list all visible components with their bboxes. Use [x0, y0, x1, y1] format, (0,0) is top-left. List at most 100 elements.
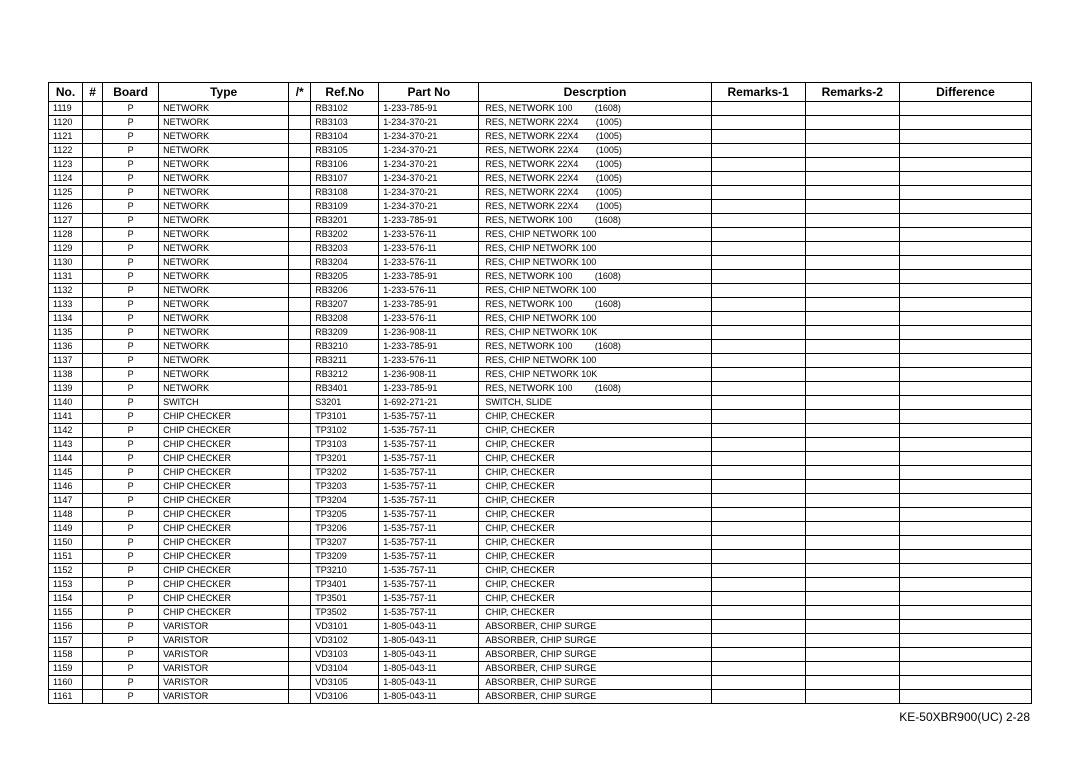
table-cell: SWITCH [159, 396, 289, 410]
table-cell [83, 396, 103, 410]
table-cell [805, 354, 899, 368]
table-cell [83, 144, 103, 158]
table-cell [805, 186, 899, 200]
table-cell [83, 452, 103, 466]
table-row: 1150PCHIP CHECKERTP32071-535-757-11CHIP,… [49, 536, 1032, 550]
table-cell: 1144 [49, 452, 83, 466]
table-cell: P [103, 214, 159, 228]
table-cell: P [103, 620, 159, 634]
table-cell: ABSORBER, CHIP SURGE [479, 690, 711, 704]
table-cell [899, 522, 1031, 536]
table-cell: CHIP, CHECKER [479, 564, 711, 578]
table-cell: RES, NETWORK 100 (1608) [479, 298, 711, 312]
table-cell: 1-233-576-11 [379, 354, 479, 368]
table-row: 1141PCHIP CHECKERTP31011-535-757-11CHIP,… [49, 410, 1032, 424]
table-cell [289, 522, 311, 536]
table-cell: P [103, 662, 159, 676]
table-cell [899, 130, 1031, 144]
table-cell [289, 410, 311, 424]
table-cell: CHIP, CHECKER [479, 410, 711, 424]
table-cell [289, 354, 311, 368]
table-cell: VD3105 [311, 676, 379, 690]
table-cell [289, 228, 311, 242]
table-cell [289, 620, 311, 634]
table-cell: NETWORK [159, 242, 289, 256]
table-cell [711, 214, 805, 228]
table-cell [899, 270, 1031, 284]
table-cell [289, 466, 311, 480]
table-cell [289, 438, 311, 452]
table-cell: TP3502 [311, 606, 379, 620]
table-cell: RES, CHIP NETWORK 10K [479, 368, 711, 382]
table-cell [711, 508, 805, 522]
col-header-desc: Descrption [479, 83, 711, 102]
table-cell [83, 550, 103, 564]
parts-list-page: No. # Board Type /* Ref.No Part No Descr… [0, 0, 1080, 724]
table-cell: NETWORK [159, 284, 289, 298]
table-cell: 1137 [49, 354, 83, 368]
table-cell: 1148 [49, 508, 83, 522]
table-cell: 1-233-576-11 [379, 256, 479, 270]
table-cell [83, 228, 103, 242]
table-cell: P [103, 452, 159, 466]
table-cell [805, 564, 899, 578]
table-cell [83, 326, 103, 340]
table-cell: VARISTOR [159, 662, 289, 676]
table-cell [83, 536, 103, 550]
table-cell [899, 564, 1031, 578]
table-row: 1146PCHIP CHECKERTP32031-535-757-11CHIP,… [49, 480, 1032, 494]
table-cell: 1-805-043-11 [379, 690, 479, 704]
table-cell: 1125 [49, 186, 83, 200]
table-cell: RES, CHIP NETWORK 100 [479, 228, 711, 242]
table-cell [805, 200, 899, 214]
table-cell: P [103, 536, 159, 550]
table-cell [899, 172, 1031, 186]
table-cell: 1119 [49, 102, 83, 116]
table-cell: RB3109 [311, 200, 379, 214]
parts-table: No. # Board Type /* Ref.No Part No Descr… [48, 82, 1032, 704]
table-cell [711, 242, 805, 256]
table-row: 1159PVARISTORVD31041-805-043-11ABSORBER,… [49, 662, 1032, 676]
table-cell: RB3102 [311, 102, 379, 116]
table-cell [289, 172, 311, 186]
table-cell [711, 466, 805, 480]
table-cell: RES, NETWORK 22X4 (1005) [479, 186, 711, 200]
table-cell: 1123 [49, 158, 83, 172]
table-cell: 1135 [49, 326, 83, 340]
table-cell: 1147 [49, 494, 83, 508]
table-cell: P [103, 144, 159, 158]
table-cell: 1120 [49, 116, 83, 130]
table-cell: CHIP, CHECKER [479, 508, 711, 522]
table-cell [289, 396, 311, 410]
table-cell: P [103, 438, 159, 452]
table-cell [83, 508, 103, 522]
table-cell: 1126 [49, 200, 83, 214]
table-cell: TP3210 [311, 564, 379, 578]
table-cell: 1-535-757-11 [379, 550, 479, 564]
table-cell [83, 522, 103, 536]
table-cell [899, 340, 1031, 354]
table-cell: P [103, 298, 159, 312]
table-cell: VARISTOR [159, 648, 289, 662]
table-cell: P [103, 634, 159, 648]
table-cell [289, 494, 311, 508]
table-cell: RES, NETWORK 22X4 (1005) [479, 116, 711, 130]
table-cell: RB3401 [311, 382, 379, 396]
table-cell: RB3108 [311, 186, 379, 200]
table-cell [805, 256, 899, 270]
table-cell: VD3103 [311, 648, 379, 662]
table-row: 1124PNETWORKRB31071-234-370-21RES, NETWO… [49, 172, 1032, 186]
table-row: 1125PNETWORKRB31081-234-370-21RES, NETWO… [49, 186, 1032, 200]
table-cell [289, 186, 311, 200]
table-cell: CHIP CHECKER [159, 536, 289, 550]
table-cell [805, 270, 899, 284]
table-cell: TP3103 [311, 438, 379, 452]
table-cell: VD3104 [311, 662, 379, 676]
table-cell: RB3211 [311, 354, 379, 368]
table-cell: CHIP CHECKER [159, 410, 289, 424]
table-cell: CHIP, CHECKER [479, 480, 711, 494]
table-cell: P [103, 116, 159, 130]
table-cell: CHIP, CHECKER [479, 606, 711, 620]
table-cell [899, 690, 1031, 704]
table-cell: P [103, 606, 159, 620]
